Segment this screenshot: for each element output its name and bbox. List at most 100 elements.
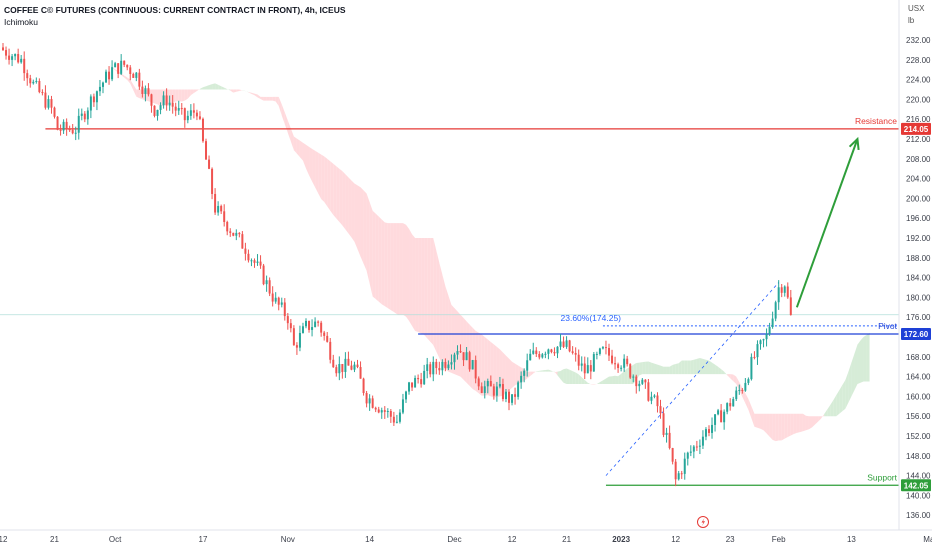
cloud-segment-bearish <box>763 413 767 434</box>
candle-body <box>150 94 153 106</box>
candle-body <box>644 379 647 383</box>
cloud-segment-bullish <box>675 363 679 375</box>
candle-body <box>98 86 101 92</box>
candle-body <box>753 356 756 358</box>
candle-body <box>592 354 595 372</box>
candle-body <box>577 354 580 366</box>
candle-body <box>468 352 471 370</box>
projection-arrow-line[interactable] <box>795 138 859 308</box>
cloud-segment-bullish <box>684 360 688 375</box>
candle-body <box>177 108 180 111</box>
candle-body <box>380 410 383 413</box>
cloud-segment-bearish <box>433 238 437 352</box>
currency-label[interactable]: USX <box>908 4 925 13</box>
cloud-segment-bullish <box>848 362 852 403</box>
y-tick-label: 148.00 <box>906 452 931 461</box>
cloud-segment-bullish <box>715 364 719 375</box>
candle-body <box>620 367 623 369</box>
cloud-segment-bearish <box>260 96 264 101</box>
cloud-segment-bullish <box>857 340 861 385</box>
cloud-segment-bearish <box>278 96 282 116</box>
cloud-segment-bearish <box>805 415 809 431</box>
candle-body <box>74 132 77 134</box>
candle-body <box>717 410 720 415</box>
candle-body <box>508 391 511 403</box>
cloud-segment-bullish <box>612 375 616 385</box>
chart-title: COFFEE C© FUTURES (CONTINUOUS: CURRENT C… <box>4 5 346 15</box>
candle-body <box>14 54 17 57</box>
cloud-segment-bullish <box>93 53 97 55</box>
candle-body <box>244 248 247 254</box>
candle-body <box>604 347 607 349</box>
cloud-segment-bearish <box>251 92 255 96</box>
cloud-segment-bullish <box>833 395 837 417</box>
candle-body <box>465 352 468 361</box>
fib-trend-line[interactable] <box>605 282 779 476</box>
cloud-segment-bullish <box>566 368 570 385</box>
candle-body <box>208 159 211 169</box>
candle-body <box>341 363 344 372</box>
cloud-segment-bearish <box>772 413 776 442</box>
cloud-segment-bullish <box>96 54 100 55</box>
cloud-segment-bullish <box>860 337 864 383</box>
candle-body <box>205 141 208 160</box>
candle-body <box>326 335 329 342</box>
cloud-segment-bearish <box>187 89 191 99</box>
candle-body <box>707 429 710 433</box>
cloud-segment-bearish <box>396 223 400 316</box>
candle-body <box>201 118 204 142</box>
candle-body <box>614 363 617 365</box>
annotations-layer: Resistance Pivot Support 23.60%(174.25) <box>561 116 898 482</box>
support-label: Support <box>867 472 897 482</box>
cloud-segment-bullish <box>845 371 849 409</box>
candle-body <box>5 50 8 56</box>
candle-body <box>474 360 477 379</box>
candle-body <box>147 88 150 95</box>
cloud-segment-bullish <box>624 368 628 385</box>
cloud-segment-bullish <box>224 87 228 90</box>
candle-body <box>262 265 265 285</box>
candle-body <box>350 365 353 370</box>
fib-label: 23.60%(174.25) <box>561 313 622 323</box>
candle-body <box>641 379 644 384</box>
candles-layer <box>2 42 792 487</box>
candle-body <box>423 370 426 385</box>
cloud-segment-bearish <box>130 79 134 91</box>
cloud-segment-bearish <box>515 363 519 386</box>
candle-body <box>662 413 665 435</box>
y-tick-label: 224.00 <box>906 76 931 85</box>
cloud-segment-bullish <box>642 361 646 375</box>
cloud-segment-bullish <box>545 369 549 372</box>
candle-body <box>611 355 614 364</box>
candle-body <box>59 129 62 131</box>
candle-body <box>774 302 777 319</box>
lightning-icon[interactable] <box>697 516 709 528</box>
y-tick-label: 180.00 <box>906 293 931 302</box>
cloud-segment-bullish <box>621 371 625 385</box>
cloud-segment-bearish <box>178 89 182 102</box>
cloud-segment-bearish <box>754 413 758 428</box>
candle-body <box>444 361 447 369</box>
candle-body <box>765 334 768 340</box>
time-axis[interactable]: 1221Oct17Nov14Dec122120231223Feb13Mar13 <box>0 535 932 544</box>
cloud-segment-bearish <box>284 112 288 133</box>
candle-body <box>704 429 707 437</box>
price-badges-layer: 214.05 172.60 142.05 <box>901 122 931 492</box>
cloud-segment-bearish <box>527 371 531 379</box>
candle-body <box>538 353 541 358</box>
candle-body <box>671 448 674 462</box>
indicator-label[interactable]: Ichimoku <box>4 17 39 27</box>
cloud-segment-bullish <box>209 84 213 90</box>
price-axis[interactable]: 136.00 140.00 144.00 148.00 152.00 156.00 160.… <box>906 36 931 520</box>
cloud-segment-bullish <box>215 83 219 90</box>
cloud-segment-bearish <box>736 376 740 391</box>
cloud-segment-bullish <box>718 366 722 375</box>
candle-body <box>647 382 650 401</box>
candle-body <box>183 108 186 121</box>
candle-body <box>129 67 132 74</box>
candle-body <box>632 376 635 378</box>
candle-body <box>638 383 641 387</box>
candle-body <box>550 349 553 353</box>
cloud-segment-bearish <box>493 344 497 398</box>
